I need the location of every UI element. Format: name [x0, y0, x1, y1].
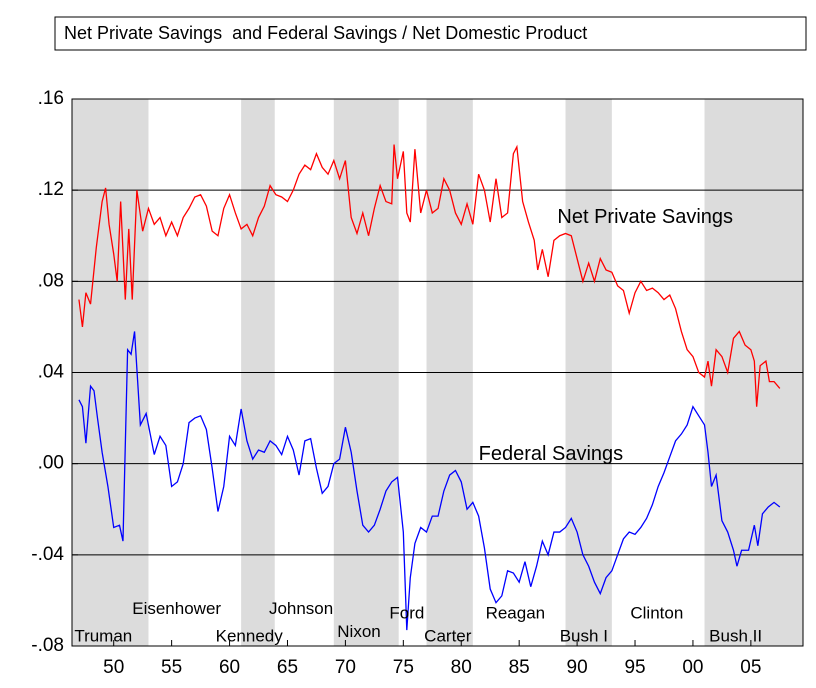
chart-title: Net Private Savings and Federal Savings …	[64, 23, 587, 43]
x-tick-label: 85	[509, 657, 530, 678]
annotation: Eisenhower	[132, 599, 221, 618]
annotation: Reagan	[486, 604, 546, 623]
y-tick-label: .00	[38, 453, 64, 474]
annotation: Federal Savings	[479, 443, 624, 465]
x-tick-label: 80	[451, 657, 472, 678]
series-line	[78, 331, 781, 631]
x-tick-label: 70	[335, 657, 356, 678]
annotation: Net Private Savings	[557, 206, 733, 228]
y-tick-label: -.08	[31, 635, 64, 656]
annotation: Carter	[424, 626, 472, 645]
x-tick-label: 05	[740, 657, 761, 678]
annotation: Truman	[74, 626, 132, 645]
y-tick-label: .16	[38, 88, 64, 109]
plot-frame	[71, 98, 804, 647]
x-tick-label: 90	[567, 657, 588, 678]
title-box	[54, 16, 807, 51]
x-tick-label: 00	[682, 657, 703, 678]
y-tick-label: .04	[38, 362, 65, 383]
x-tick-label: 65	[277, 657, 298, 678]
y-tick-label: .08	[38, 270, 64, 291]
x-tick-label: 95	[624, 657, 645, 678]
annotation: Clinton	[630, 604, 683, 623]
y-tick-label: .12	[38, 179, 64, 200]
series-line	[78, 144, 781, 407]
x-tick-label: 75	[393, 657, 414, 678]
annotation: Bush I	[560, 626, 608, 645]
x-tick-label: 55	[161, 657, 182, 678]
annotation: Bush II	[709, 626, 762, 645]
annotation: Ford	[389, 604, 424, 623]
annotation: Johnson	[269, 599, 333, 618]
x-tick-label: 60	[219, 657, 240, 678]
annotation: Kennedy	[216, 626, 284, 645]
y-tick-label: -.04	[31, 544, 64, 565]
x-tick-label: 50	[103, 657, 124, 678]
annotation: Nixon	[337, 622, 380, 641]
